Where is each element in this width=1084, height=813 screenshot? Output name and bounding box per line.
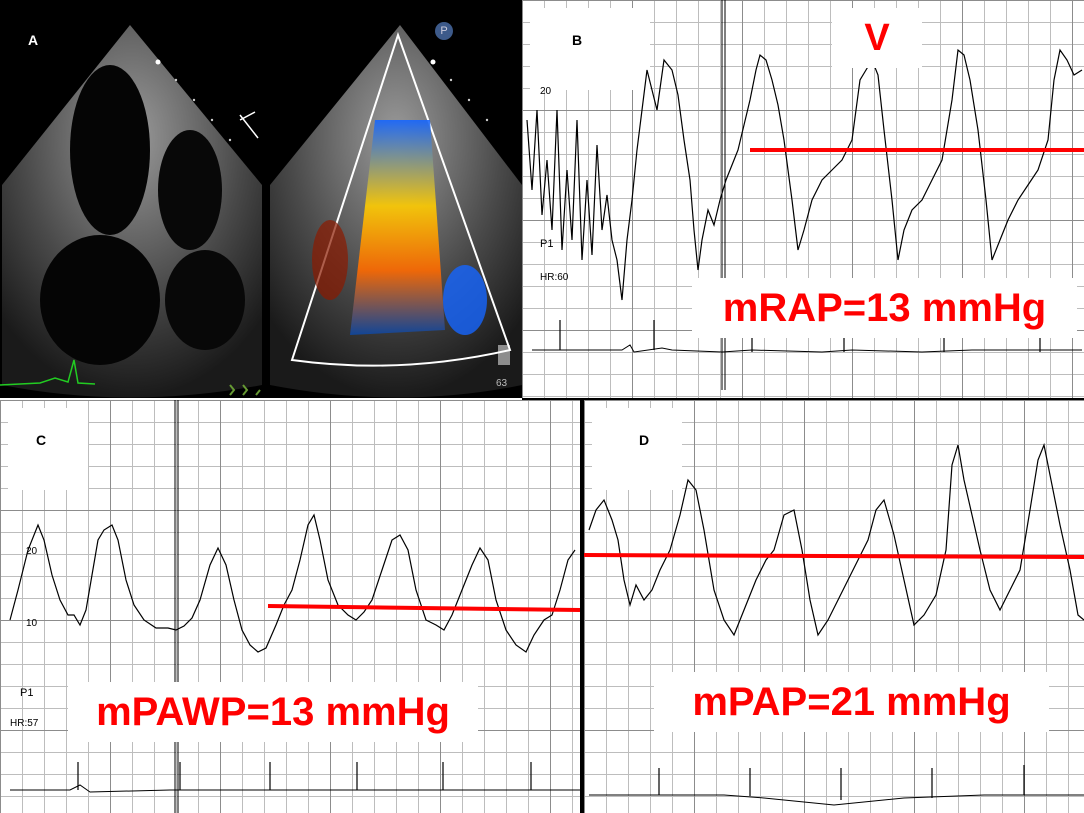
rap-waveform [526,0,1084,390]
depth-readout: 63 [496,378,508,389]
mrap-value: mRAP=13 mmHg [722,285,1047,330]
mpawp-value: mPAWP=13 mmHg [96,689,450,734]
panel-label-c: C [36,432,47,448]
panel-label-d: D [639,432,650,448]
panel-label-box-b [530,8,650,90]
panel-label-a: A [28,32,39,48]
pawp-tracing-panel: C 20 10 P1 HR:57 mPAWP=13 mmHg [0,400,580,813]
mpap-value: mPAP=21 mmHg [692,679,1011,724]
channel-label-c: P1 [20,687,34,699]
panel-divider-horizontal [522,398,1084,401]
measurement-box-c: mPAWP=13 mmHg [68,682,478,742]
heart-rate-b: HR:60 [540,272,569,283]
pap-waveform [584,442,1084,806]
panel-label-b: B [572,32,583,48]
wave-label-box: V [832,8,922,68]
probe-marker: P [435,22,453,40]
panel-label-box-d [592,408,682,490]
panel-label-box-c [8,408,88,490]
pawp-waveform [9,400,580,813]
echo-image [0,25,522,398]
rap-tracing-panel: B 20 P1 HR:60 V mRAP=13 mmHg [522,0,1084,400]
scale-label-10-c: 10 [26,618,38,629]
scale-label-20-c: 20 [26,546,38,557]
echo-panel: A P 63 [0,0,522,398]
measurement-box-d: mPAP=21 mmHg [654,672,1049,732]
scale-label-20-b: 20 [540,86,552,97]
v-wave-label: V [864,16,890,59]
heart-rate-c: HR:57 [10,718,39,729]
measurement-box-b: mRAP=13 mmHg [692,278,1077,338]
pap-tracing-panel: D mPAP=21 mmHg [584,400,1084,813]
channel-label-b: P1 [540,238,554,250]
panel-divider-vertical [580,400,584,813]
